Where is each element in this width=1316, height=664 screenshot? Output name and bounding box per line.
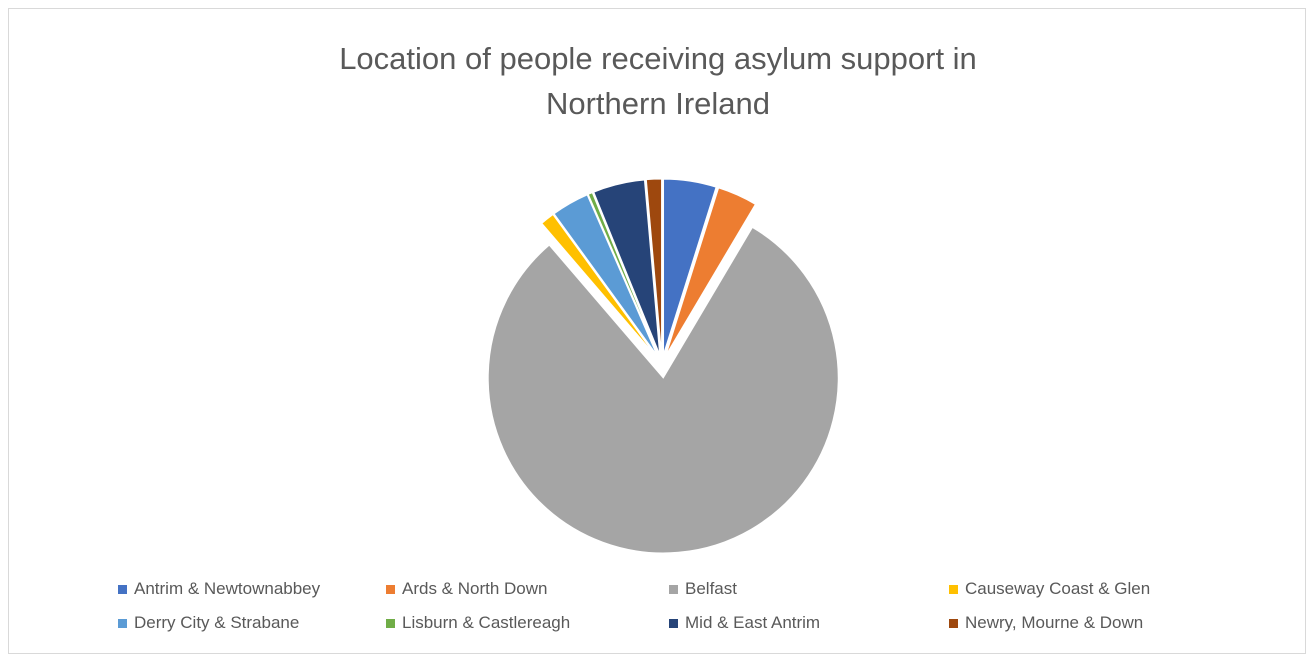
legend-swatch [386,584,395,594]
legend-item-ards-north-down: Ards & North Down [386,578,548,600]
legend-item-derry-city-strabane: Derry City & Strabane [118,612,299,634]
chart-title-line-2: Northern Ireland [545,86,770,121]
legend-label: Newry, Mourne & Down [965,613,1144,632]
chart-title: Location of people receiving asylum supp… [0,36,1316,126]
pie-slice-causeway-coast-glen [541,213,657,357]
legend-swatch [386,618,395,628]
legend-label: Derry City & Strabane [134,613,300,632]
pie-slice-ards-north-down [665,187,756,356]
pie-slice-lisburn-castlereagh [587,191,659,355]
legend-label: Causeway Coast & Glen [965,579,1151,598]
legend-label: Lisburn & Castlereagh [402,613,571,632]
legend-label: Mid & East Antrim [685,613,821,632]
legend-item-lisburn-castlereagh: Lisburn & Castlereagh [386,612,570,634]
chart-title-line-1: Location of people receiving asylum supp… [339,41,977,76]
legend-item-antrim-newtownabbey: Antrim & Newtownabbey [118,578,320,600]
pie-slice-antrim-newtownabbey [663,178,717,355]
legend-item-causeway-coast-glen: Causeway Coast & Glen [949,578,1150,600]
legend-swatch [669,584,678,594]
legend-swatch [669,618,678,628]
legend-swatch [118,584,127,594]
pie-slice-belfast [487,226,839,554]
legend-swatch [118,618,127,628]
pie-slice-derry-city-strabane [553,194,658,356]
pie-slice-mid-east-antrim [593,179,661,355]
legend-label: Ards & North Down [402,579,548,598]
legend-label: Antrim & Newtownabbey [134,579,321,598]
legend-swatch [949,618,958,628]
legend-swatch [949,584,958,594]
legend-item-newry-mourne-down: Newry, Mourne & Down [949,612,1143,634]
pie-slice-newry-mourne-down [645,178,663,355]
legend-item-mid-east-antrim: Mid & East Antrim [669,612,820,634]
legend-label: Belfast [685,579,737,598]
legend-item-belfast: Belfast [669,578,737,600]
